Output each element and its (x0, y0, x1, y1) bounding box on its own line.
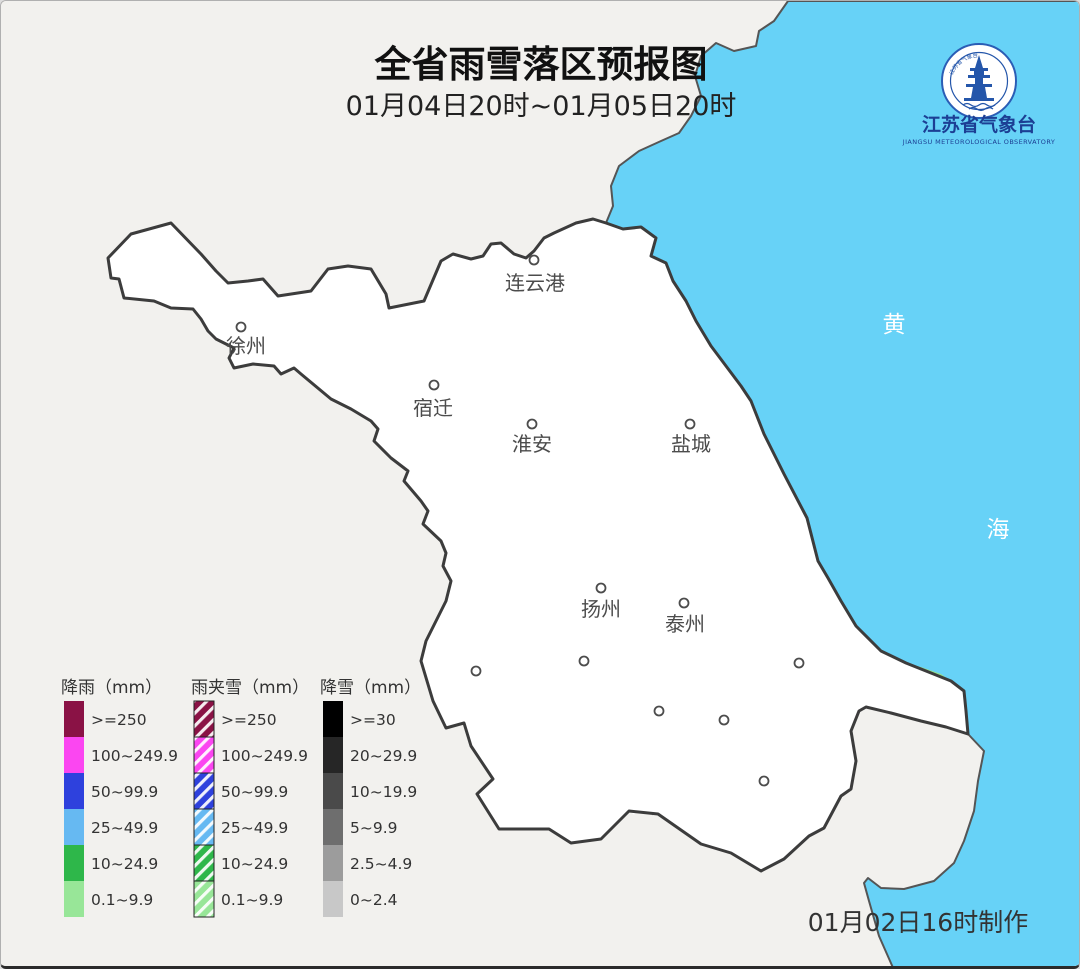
city-dot (526, 418, 538, 430)
legend-swatch (64, 701, 84, 737)
legend-swatch (323, 881, 343, 917)
city-marker-taizhou: 泰州 (665, 597, 705, 636)
city-marker-nantong: 南通 (793, 651, 854, 675)
legend-swatch (323, 773, 343, 809)
city-marker-suqian: 宿迁 (413, 379, 453, 420)
legend-swatch (64, 773, 84, 809)
city-dot (684, 418, 696, 430)
legend-snow-scale: >=30 20~29.9 10~19.9 5~9.9 2.5~4.9 0~2.4 (323, 701, 417, 917)
city-dot (235, 321, 247, 333)
city-label-nantong: 南通 (814, 651, 854, 675)
city-label-suqian: 宿迁 (413, 396, 453, 420)
city-dot (428, 379, 440, 391)
city-marker-yancheng: 盐城 (671, 418, 711, 456)
legend-label: 0~2.4 (350, 891, 398, 909)
sea-label-hai: 海 (987, 517, 1010, 543)
city-label-huaian: 淮安 (512, 432, 552, 456)
city-label-taizhou: 泰州 (665, 612, 705, 636)
city-marker-changzhou: 常州 (639, 705, 679, 745)
city-marker-lianyungang: 连云港 (505, 254, 565, 295)
legend-label: 10~24.9 (91, 855, 158, 873)
legend-label: 25~49.9 (221, 819, 288, 837)
legend-label: >=30 (350, 711, 396, 729)
logo-org-name: 江苏省气象台 (922, 113, 1036, 136)
city-dot (718, 714, 730, 726)
legend-swatch (323, 809, 343, 845)
city-label-changzhou: 常州 (639, 721, 679, 745)
legend: 降雨（mm） >=250 100~249.9 50~99.9 25~49.9 1… (61, 678, 421, 918)
legend-label: 5~9.9 (350, 819, 398, 837)
city-dot (470, 665, 482, 677)
city-dot (758, 775, 770, 787)
wave-icon (968, 106, 994, 112)
city-label-nanjing: 南京 (455, 680, 495, 704)
legend-rain-scale: >=250 100~249.9 50~99.9 25~49.9 10~24.9 … (64, 701, 178, 917)
legend-swatch (323, 845, 343, 881)
city-label-zhenjiang: 镇江 (564, 671, 604, 695)
page-title: 全省雨雪落区预报图 (374, 43, 708, 86)
city-dot (528, 254, 540, 266)
city-marker-huaian: 淮安 (512, 418, 552, 456)
legend-swatch (64, 809, 84, 845)
legend-swatch (64, 881, 84, 917)
legend-label: 50~99.9 (221, 783, 288, 801)
city-marker-yangzhou: 扬州 (581, 582, 621, 621)
production-timestamp: 01月02日16时制作 (808, 908, 1028, 937)
city-dot (678, 597, 690, 609)
logo-org-name-en: JIANGSU METEOROLOGICAL OBSERVATORY (902, 138, 1055, 146)
wave-icon (962, 102, 996, 108)
legend-label: 50~99.9 (91, 783, 158, 801)
legend-swatch (64, 845, 84, 881)
pagoda-icon (964, 55, 994, 101)
city-layer: 徐州 连云港 宿迁 淮安 盐城 扬州 泰州 南通 (226, 254, 854, 817)
legend-label: >=250 (221, 711, 277, 729)
city-label-suzhou: 苏州 (746, 793, 786, 817)
city-marker-suzhou: 苏州 (746, 775, 786, 817)
city-dot (653, 705, 665, 717)
city-dot (793, 657, 805, 669)
legend-label: 10~24.9 (221, 855, 288, 873)
city-marker-zhenjiang: 镇江 (564, 655, 604, 695)
legend-sleet-header: 雨夹雪（mm） (191, 678, 309, 698)
legend-label: >=250 (91, 711, 147, 729)
legend-swatch (64, 737, 84, 773)
legend-label: 0.1~9.9 (221, 891, 283, 909)
city-dot (578, 655, 590, 667)
city-label-wuxi: 无锡 (705, 730, 745, 754)
legend-label: 100~249.9 (221, 747, 308, 765)
legend-sleet-scale: >=250 100~249.9 50~99.9 25~49.9 10~24.9 … (193, 700, 308, 918)
city-label-xuzhou: 徐州 (226, 334, 266, 358)
sea-label-huang: 黄 (883, 312, 906, 338)
legend-label: 2.5~4.9 (350, 855, 412, 873)
legend-snow-header: 降雪（mm） (320, 678, 421, 698)
agency-logo: 江苏省气象台 江苏省气象台 JIANGSU METEOROLOGICAL OBS… (902, 43, 1055, 146)
city-dot (595, 582, 607, 594)
legend-swatch (323, 737, 343, 773)
forecast-period: 01月04日20时~01月05日20时 (346, 91, 737, 122)
city-marker-wuxi: 无锡 (705, 714, 745, 754)
legend-label: 10~19.9 (350, 783, 417, 801)
legend-label: 0.1~9.9 (91, 891, 153, 909)
city-marker-xuzhou: 徐州 (226, 321, 266, 358)
legend-swatch (323, 701, 343, 737)
city-marker-nanjing: 南京 (455, 665, 495, 704)
city-label-lianyungang: 连云港 (505, 271, 565, 295)
legend-label: 20~29.9 (350, 747, 417, 765)
legend-label: 100~249.9 (91, 747, 178, 765)
legend-label: 25~49.9 (91, 819, 158, 837)
city-label-yangzhou: 扬州 (581, 597, 621, 621)
city-label-yancheng: 盐城 (671, 432, 711, 456)
legend-rain-header: 降雨（mm） (61, 678, 162, 698)
